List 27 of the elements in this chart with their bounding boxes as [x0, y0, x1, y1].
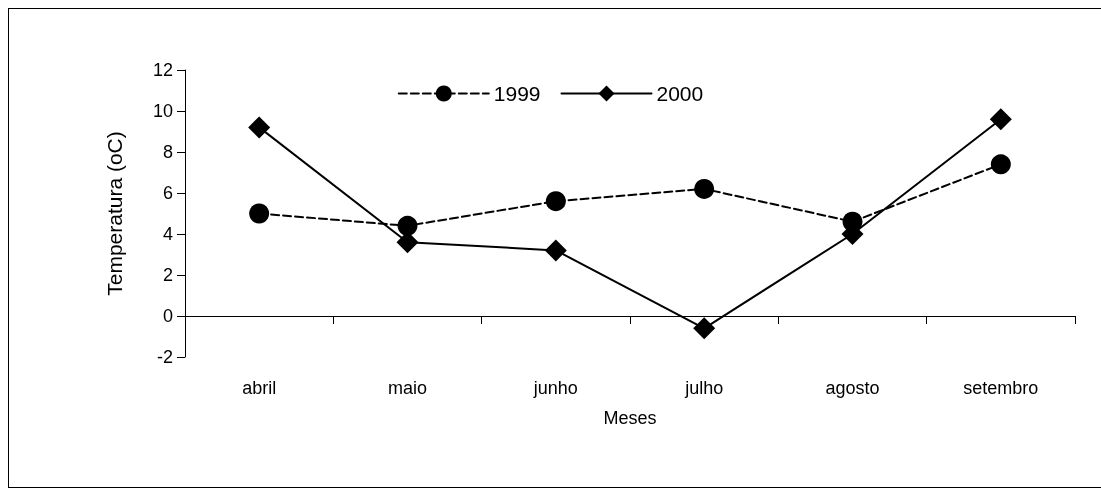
x-tick-label: agosto — [825, 378, 880, 398]
legend-label: 1999 — [493, 82, 541, 105]
y-tick-label: -2 — [156, 347, 173, 367]
x-tick-label: maio — [387, 378, 428, 398]
point — [989, 108, 1012, 131]
point — [397, 215, 418, 236]
y-axis-title: Temperatura (oC) — [103, 131, 126, 296]
point — [544, 239, 567, 262]
point — [990, 154, 1011, 175]
point — [249, 203, 270, 224]
x-tick-label: setembro — [963, 378, 1039, 398]
y-tick-label: 12 — [152, 60, 173, 80]
x-tick-label: julho — [684, 378, 724, 398]
point — [545, 191, 566, 212]
x-tick-label: abril — [242, 378, 277, 398]
point — [694, 178, 715, 199]
y-tick-label: 10 — [152, 101, 173, 121]
y-tick-label: 8 — [162, 142, 173, 162]
y-tick-label: 0 — [162, 306, 173, 326]
point — [248, 116, 271, 139]
y-tick-label: 2 — [162, 265, 173, 285]
x-tick-label: junho — [532, 378, 578, 398]
y-tick-label: 4 — [162, 224, 173, 244]
x-axis-title: Meses — [603, 408, 657, 428]
legend-label: 2000 — [656, 82, 704, 105]
y-tick-label: 6 — [162, 183, 173, 203]
point — [693, 317, 716, 340]
